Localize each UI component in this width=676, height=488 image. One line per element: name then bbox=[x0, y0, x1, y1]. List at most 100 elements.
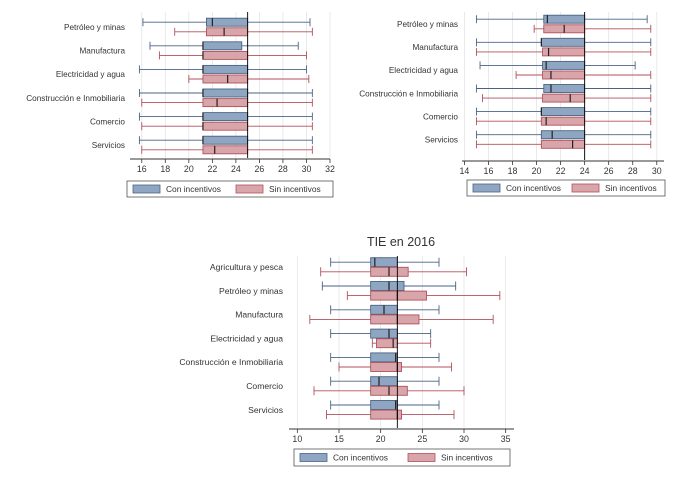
x-tick-label: 20 bbox=[184, 164, 194, 174]
category-label: Petróleo y minas bbox=[219, 286, 283, 296]
category-label: Servicios bbox=[92, 141, 125, 150]
legend-frame bbox=[126, 180, 334, 198]
x-tick-label: 16 bbox=[484, 166, 494, 176]
legend-label-sin: Sin incentivos bbox=[605, 183, 657, 193]
x-tick-label: 20 bbox=[376, 434, 386, 444]
x-tick-label: 30 bbox=[459, 434, 469, 444]
x-tick-label: 22 bbox=[207, 164, 217, 174]
box-con-incentivos bbox=[138, 135, 313, 145]
iqr-box bbox=[202, 135, 249, 145]
chart-title: TIE en 2016 bbox=[367, 235, 435, 249]
legend-swatch-con bbox=[472, 183, 501, 193]
box-con-incentivos bbox=[330, 400, 440, 410]
iqr-box bbox=[202, 74, 249, 84]
x-tick-label: 35 bbox=[501, 434, 511, 444]
category-label: Petróleo y minas bbox=[64, 23, 125, 32]
iqr-box bbox=[540, 130, 586, 140]
iqr-box bbox=[370, 314, 420, 325]
category-label: Electricidad y agua bbox=[210, 333, 283, 343]
legend-swatch-sin bbox=[407, 453, 436, 462]
box-sin-incentivos bbox=[371, 338, 432, 349]
legend-swatch-sin bbox=[571, 183, 600, 193]
category-label: Comercio bbox=[423, 112, 458, 121]
iqr-box bbox=[202, 145, 249, 155]
x-tick-label: 26 bbox=[255, 164, 265, 174]
box-con-incentivos bbox=[330, 376, 440, 387]
category-label: Construcción e Inmobiliaria bbox=[359, 89, 458, 98]
x-tick-label: 22 bbox=[556, 166, 566, 176]
legend: Con incentivos Sin incentivos bbox=[293, 448, 511, 467]
iqr-box bbox=[540, 139, 586, 149]
legend-frame bbox=[466, 179, 666, 197]
iqr-box bbox=[542, 60, 586, 70]
category-label: Comercio bbox=[246, 381, 283, 391]
category-label: Servicios bbox=[248, 405, 283, 415]
iqr-box bbox=[376, 338, 398, 349]
x-tick-label: 28 bbox=[628, 166, 638, 176]
plot-area bbox=[475, 12, 652, 160]
box-sin-incentivos bbox=[313, 385, 465, 396]
x-tick-label: 32 bbox=[325, 164, 335, 174]
category-label: Servicios bbox=[425, 136, 458, 145]
x-tick-label: 26 bbox=[604, 166, 614, 176]
iqr-box bbox=[542, 70, 586, 80]
iqr-box bbox=[202, 64, 249, 74]
x-tick-label: 18 bbox=[160, 164, 170, 174]
x-tick-label: 28 bbox=[278, 164, 288, 174]
iqr-box bbox=[370, 281, 405, 291]
x-tick-label: 24 bbox=[580, 166, 590, 176]
legend-swatch-con bbox=[132, 184, 161, 194]
legend: Con incentivos Sin incentivos bbox=[126, 180, 334, 198]
x-tick-label: 24 bbox=[231, 164, 241, 174]
legend-label-con: Con incentivos bbox=[166, 184, 221, 194]
box-sin-incentivos bbox=[515, 70, 652, 80]
iqr-box bbox=[540, 107, 586, 117]
iqr-box bbox=[202, 98, 249, 108]
legend-frame bbox=[293, 448, 511, 467]
legend-label-con: Con incentivos bbox=[506, 183, 561, 193]
box-con-incentivos bbox=[138, 88, 313, 98]
iqr-box bbox=[202, 41, 243, 51]
box-con-incentivos bbox=[138, 112, 313, 122]
category-label: Construcción e Inmobiliaria bbox=[179, 357, 283, 367]
iqr-box bbox=[206, 27, 249, 37]
x-tick-label: 25 bbox=[417, 434, 427, 444]
category-label: Petróleo y minas bbox=[397, 20, 458, 29]
chart-panel-3: TIE en 2016 10 15 20 25 30 35 Agricultura y pes… bbox=[179, 235, 514, 467]
box-con-incentivos bbox=[475, 37, 652, 47]
category-label: Manufactura bbox=[235, 310, 283, 320]
legend-swatch-sin bbox=[235, 184, 264, 194]
iqr-box bbox=[202, 88, 249, 98]
legend-label-sin: Sin incentivos bbox=[441, 453, 493, 463]
legend-swatch-con bbox=[299, 453, 328, 462]
category-label: Manufactura bbox=[79, 47, 125, 56]
box-sin-incentivos bbox=[320, 266, 467, 277]
x-tick-label: 16 bbox=[137, 164, 147, 174]
iqr-box bbox=[540, 37, 586, 47]
iqr-box bbox=[540, 116, 586, 126]
category-label: Manufactura bbox=[412, 43, 458, 52]
iqr-box bbox=[543, 84, 586, 93]
category-label: Construcción e Inmobiliaria bbox=[26, 94, 125, 103]
iqr-box bbox=[543, 14, 586, 24]
box-con-incentivos bbox=[149, 41, 299, 51]
category-label: Electricidad y agua bbox=[56, 70, 126, 79]
plot-area bbox=[138, 12, 313, 158]
x-tick-label: 20 bbox=[532, 166, 542, 176]
x-tick-label: 15 bbox=[334, 434, 344, 444]
x-tick-label: 14 bbox=[460, 166, 470, 176]
iqr-box bbox=[370, 328, 398, 339]
legend-label-con: Con incentivos bbox=[333, 453, 388, 463]
iqr-box bbox=[370, 400, 398, 410]
box-con-incentivos bbox=[138, 64, 307, 74]
iqr-box bbox=[370, 409, 402, 420]
plot-area bbox=[309, 256, 501, 428]
iqr-box bbox=[370, 362, 402, 372]
box-con-incentivos bbox=[321, 281, 457, 291]
iqr-box bbox=[370, 352, 398, 363]
x-tick-label: 10 bbox=[292, 434, 302, 444]
legend-label-sin: Sin incentivos bbox=[269, 184, 321, 194]
x-tick-label: 18 bbox=[508, 166, 518, 176]
category-label: Electricidad y agua bbox=[389, 66, 459, 75]
